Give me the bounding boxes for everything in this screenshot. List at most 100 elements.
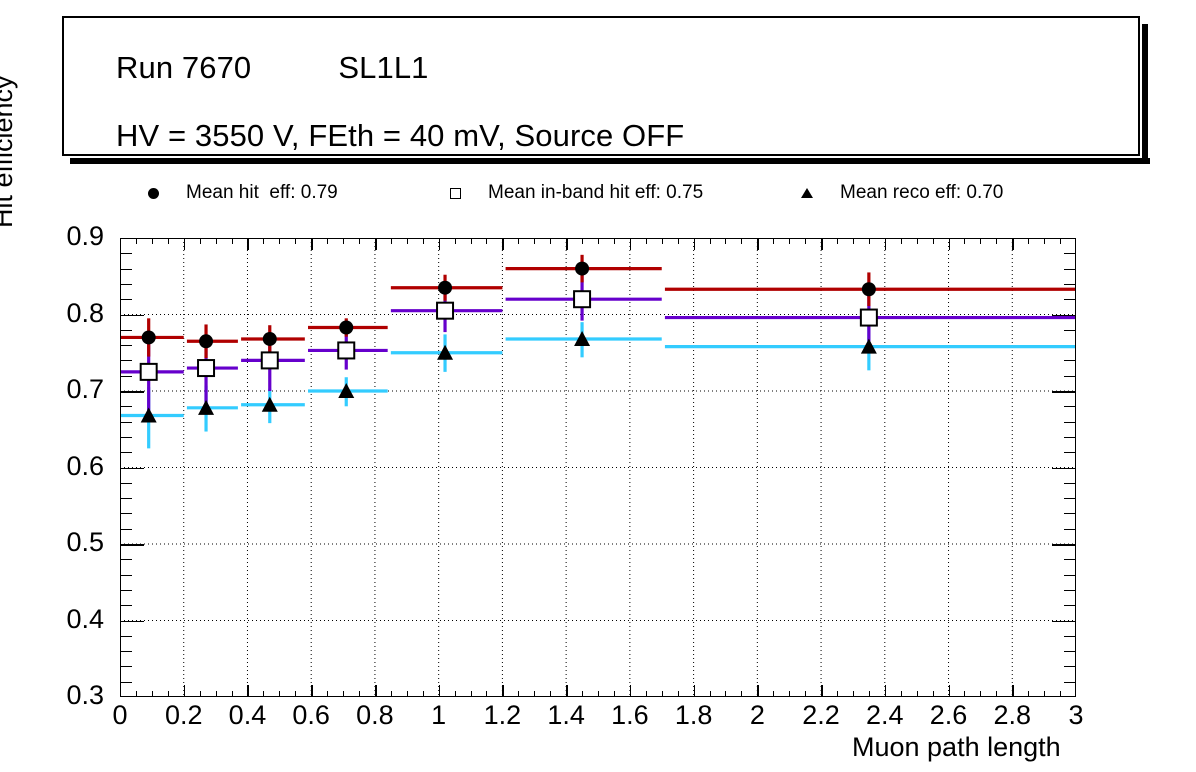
y-tick-minor-right: [1064, 253, 1076, 255]
y-tick-minor-right: [1064, 268, 1076, 270]
x-tick-minor-top: [327, 238, 329, 244]
x-tick-minor-top: [359, 238, 360, 244]
x-tick-minor: [422, 691, 424, 697]
x-tick-minor: [996, 691, 998, 697]
x-tick-minor: [359, 691, 360, 697]
y-tick-minor-right: [1064, 559, 1076, 561]
x-tick-minor-top: [677, 238, 679, 244]
x-tick-minor-top: [135, 238, 137, 244]
x-tick-minor-top: [980, 238, 982, 244]
y-tick-minor: [120, 345, 132, 347]
y-tick-minor: [120, 421, 132, 423]
data-point: [574, 330, 591, 346]
y-tick-major: [120, 314, 144, 317]
x-tick-minor-top: [645, 238, 647, 244]
x-tick-top: [948, 238, 951, 250]
x-tick-major: [374, 685, 377, 697]
y-tick-minor: [120, 635, 132, 637]
series-hit-eff: [120, 254, 1076, 359]
x-tick-label: 1.8: [674, 700, 713, 730]
run-info-line: Run 7670 SL1L1: [116, 50, 429, 85]
x-tick-minor-top: [343, 238, 345, 244]
markers-inband-hit-eff: [139, 290, 878, 381]
x-tick-minor: [167, 691, 169, 697]
y-tick-minor-right: [1064, 375, 1076, 377]
x-tick-minor-top: [964, 238, 966, 244]
x-tick-major: [629, 685, 632, 697]
title-box: Run 7670 SL1L1 HV = 3550 V, FEth = 40 mV…: [62, 16, 1150, 164]
y-tick-minor-right: [1064, 452, 1076, 454]
y-tick-minor: [120, 283, 132, 285]
data-point: [141, 330, 156, 345]
x-tick-minor-top: [167, 238, 169, 244]
x-tick-minor: [932, 691, 934, 697]
y-tick-minor-right: [1064, 605, 1076, 607]
x-tick-minor-top: [1060, 238, 1062, 244]
x-tick-minor: [1060, 691, 1062, 697]
x-tick-label: 0.2: [164, 700, 203, 730]
x-tick-label: 2.8: [993, 700, 1032, 730]
x-axis-title: Muon path length: [852, 732, 1061, 762]
data-point: [139, 362, 158, 381]
x-tick-minor-top: [231, 238, 233, 244]
x-tick-minor: [980, 691, 982, 697]
x-tick-top: [566, 238, 568, 250]
x-tick-top: [693, 238, 696, 250]
x-tick-minor: [725, 691, 727, 697]
x-tick-minor: [1028, 691, 1030, 697]
x-tick-minor-top: [932, 238, 934, 244]
data-point: [140, 407, 157, 423]
y-tick-major: [120, 467, 144, 470]
x-tick-minor: [741, 691, 743, 697]
title-box-shadow-right: [1142, 24, 1148, 164]
y-tick-minor: [120, 513, 132, 515]
x-tick-minor-top: [199, 238, 201, 244]
x-tick-minor-top: [852, 238, 854, 244]
x-tick-minor: [518, 691, 520, 697]
x-tick-top: [821, 238, 823, 250]
markers-reco-eff: [140, 330, 877, 423]
y-tick-major: [120, 544, 144, 546]
data-point: [198, 399, 215, 415]
x-tick-minor-top: [916, 238, 918, 244]
y-tick-minor: [120, 528, 132, 530]
x-tick-label: 0.6: [292, 700, 330, 730]
x-tick-minor-top: [741, 238, 743, 244]
x-tick-major: [821, 685, 823, 697]
x-tick-label: 0.4: [228, 700, 267, 730]
x-tick-minor-top: [868, 238, 870, 244]
x-tick-minor: [773, 691, 775, 697]
x-tick-minor: [916, 691, 918, 697]
x-tick-minor: [852, 691, 854, 697]
x-tick-major: [566, 685, 568, 697]
data-point: [573, 290, 592, 309]
title-box-shadow-bottom: [70, 158, 1150, 164]
legend-entry-inband-hit-eff: Mean in-band hit eff: 0.75: [440, 166, 703, 220]
x-tick-minor-top: [390, 238, 392, 244]
y-tick-minor-right: [1064, 635, 1076, 637]
y-tick-minor-right: [1064, 528, 1076, 530]
y-tick-minor: [120, 651, 132, 653]
y-tick-minor: [120, 452, 132, 454]
x-tick-minor-top: [789, 238, 791, 244]
x-tick-minor: [327, 691, 329, 697]
x-tick-label: 1.4: [547, 700, 585, 730]
x-tick-minor-top: [406, 238, 408, 244]
y-tick-minor-right: [1064, 482, 1076, 484]
y-tick-minor: [120, 253, 132, 255]
x-tick-minor: [406, 691, 408, 697]
x-tick-major: [1012, 685, 1014, 697]
x-tick-minor-top: [805, 238, 807, 244]
y-tick-minor: [120, 589, 132, 591]
y-tick-minor: [120, 666, 132, 668]
x-tick-minor-top: [1044, 238, 1046, 244]
x-tick-minor-top: [550, 238, 552, 244]
y-tick-minor: [120, 559, 132, 561]
x-tick-minor: [645, 691, 647, 697]
y-tick-minor: [120, 329, 132, 331]
x-tick-minor-top: [900, 238, 902, 244]
x-tick-minor: [964, 691, 966, 697]
x-tick-top: [757, 238, 759, 250]
legend-label-reco-eff: Mean reco eff: 0.70: [840, 182, 1004, 203]
x-tick-minor-top: [263, 238, 265, 244]
